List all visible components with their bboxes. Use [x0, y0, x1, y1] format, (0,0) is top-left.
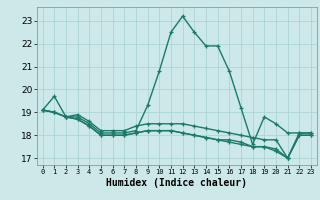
X-axis label: Humidex (Indice chaleur): Humidex (Indice chaleur): [106, 178, 247, 188]
